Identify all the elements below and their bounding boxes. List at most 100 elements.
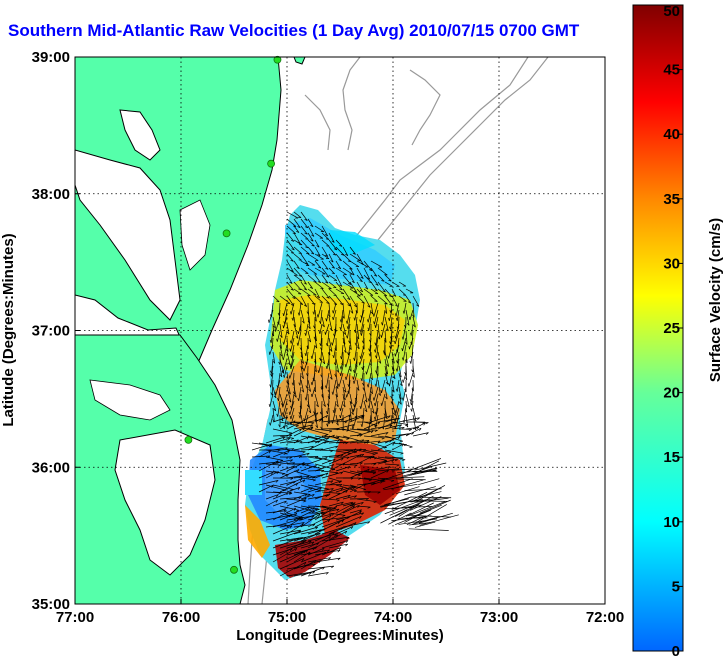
velocity-arrow <box>370 281 378 292</box>
velocity-arrow <box>293 253 302 261</box>
velocity-arrow-head <box>281 404 284 408</box>
velocity-arrow <box>293 436 309 444</box>
velocity-arrow <box>314 463 336 470</box>
radar-station-marker <box>222 229 231 238</box>
velocity-arrow <box>376 358 379 374</box>
velocity-arrow-head <box>286 331 290 335</box>
velocity-arrow <box>349 509 362 514</box>
velocity-arrow-head <box>311 515 315 518</box>
velocity-arrow <box>258 442 273 447</box>
velocity-arrow <box>342 260 353 270</box>
velocity-arrow-head <box>400 452 404 455</box>
colorbar-tick-label: 25 <box>663 320 680 337</box>
velocity-arrow-head <box>404 377 408 381</box>
velocity-arrow-head <box>299 347 302 351</box>
x-tick-label: 76:00 <box>162 609 200 626</box>
velocity-arrow-head <box>395 388 398 392</box>
velocity-arrow-head <box>296 342 299 346</box>
velocity-arrow-head <box>394 335 397 339</box>
velocity-arrow-head <box>366 384 369 388</box>
velocity-arrow-head <box>310 487 313 491</box>
velocity-arrow-head <box>385 432 389 435</box>
velocity-arrow <box>342 510 362 521</box>
velocity-arrow <box>408 501 445 517</box>
velocity-arrow <box>279 537 303 542</box>
velocity-arrow <box>258 460 279 472</box>
velocity-arrow <box>307 274 317 283</box>
velocity-arrow <box>300 365 304 379</box>
velocity-arrow-head <box>314 345 318 349</box>
velocity-arrow <box>332 309 337 321</box>
velocity-arrow <box>293 526 318 535</box>
velocity-arrow-head <box>319 419 322 422</box>
velocity-arrow <box>265 456 284 461</box>
velocity-arrow <box>369 344 372 357</box>
velocity-arrow <box>397 351 400 364</box>
velocity-arrow-head <box>367 277 371 280</box>
velocity-arrow <box>272 530 301 542</box>
radar-station-marker <box>267 159 276 168</box>
velocity-arrow <box>328 281 337 289</box>
velocity-arrow-head <box>306 436 310 440</box>
velocity-arrow <box>376 344 379 359</box>
velocity-arrow-head <box>296 231 300 233</box>
velocity-arrow <box>354 393 358 408</box>
velocity-arrow <box>300 211 308 221</box>
velocity-arrow <box>272 508 287 514</box>
velocity-arrow-head <box>370 391 373 395</box>
velocity-arrow-head <box>339 407 341 411</box>
velocity-arrow <box>395 302 400 317</box>
velocity-arrow <box>293 323 299 339</box>
velocity-arrow-head <box>312 311 315 315</box>
velocity-arrow <box>409 309 414 320</box>
velocity-arrow <box>333 400 337 413</box>
velocity-arrow-head <box>350 526 354 530</box>
velocity-arrow <box>317 302 323 318</box>
velocity-arrow-head <box>359 405 362 409</box>
velocity-arrow-head <box>325 254 329 257</box>
velocity-arrow-head <box>295 439 299 443</box>
velocity-arrow <box>320 309 323 324</box>
velocity-arrow-head <box>347 283 352 285</box>
velocity-arrow-head <box>374 342 377 346</box>
velocity-arrow <box>383 483 418 491</box>
velocity-arrow <box>342 302 345 319</box>
velocity-arrow <box>283 330 288 345</box>
velocity-arrow <box>356 505 371 508</box>
velocity-arrow <box>388 344 393 359</box>
velocity-arrow-head <box>319 487 323 490</box>
velocity-arrow <box>328 480 342 486</box>
velocity-arrow <box>349 400 354 415</box>
velocity-arrow <box>251 443 273 451</box>
velocity-arrow <box>293 491 311 495</box>
velocity-arrow-head <box>388 415 391 419</box>
velocity-arrow <box>384 302 388 314</box>
velocity-arrow-head <box>291 382 294 386</box>
velocity-arrow <box>391 456 406 461</box>
velocity-arrow <box>305 344 309 356</box>
velocity-arrow-head <box>345 394 347 398</box>
velocity-arrow-head <box>416 426 420 430</box>
y-tick-label: 38:00 <box>32 186 70 203</box>
velocity-arrow-head <box>313 325 316 329</box>
velocity-arrow <box>272 450 290 458</box>
velocity-arrow-head <box>351 273 355 276</box>
velocity-arrow <box>300 412 319 423</box>
velocity-arrow <box>353 358 358 373</box>
velocity-arrow <box>328 295 338 305</box>
velocity-arrow-head <box>416 304 420 307</box>
velocity-arrow-head <box>411 369 414 373</box>
velocity-arrow-head <box>405 424 409 426</box>
velocity-arrow <box>251 442 270 446</box>
velocity-arrow-head <box>270 471 274 475</box>
velocity-arrow <box>321 508 340 514</box>
velocity-arrow <box>405 288 414 294</box>
velocity-arrow <box>314 472 329 479</box>
velocity-arrow <box>320 330 323 346</box>
velocity-arrow <box>307 484 329 490</box>
velocity-arrow-head <box>409 398 412 402</box>
velocity-arrow <box>375 400 379 415</box>
velocity-arrow <box>290 302 295 315</box>
velocity-arrow <box>411 330 414 345</box>
velocity-arrow <box>327 400 330 414</box>
